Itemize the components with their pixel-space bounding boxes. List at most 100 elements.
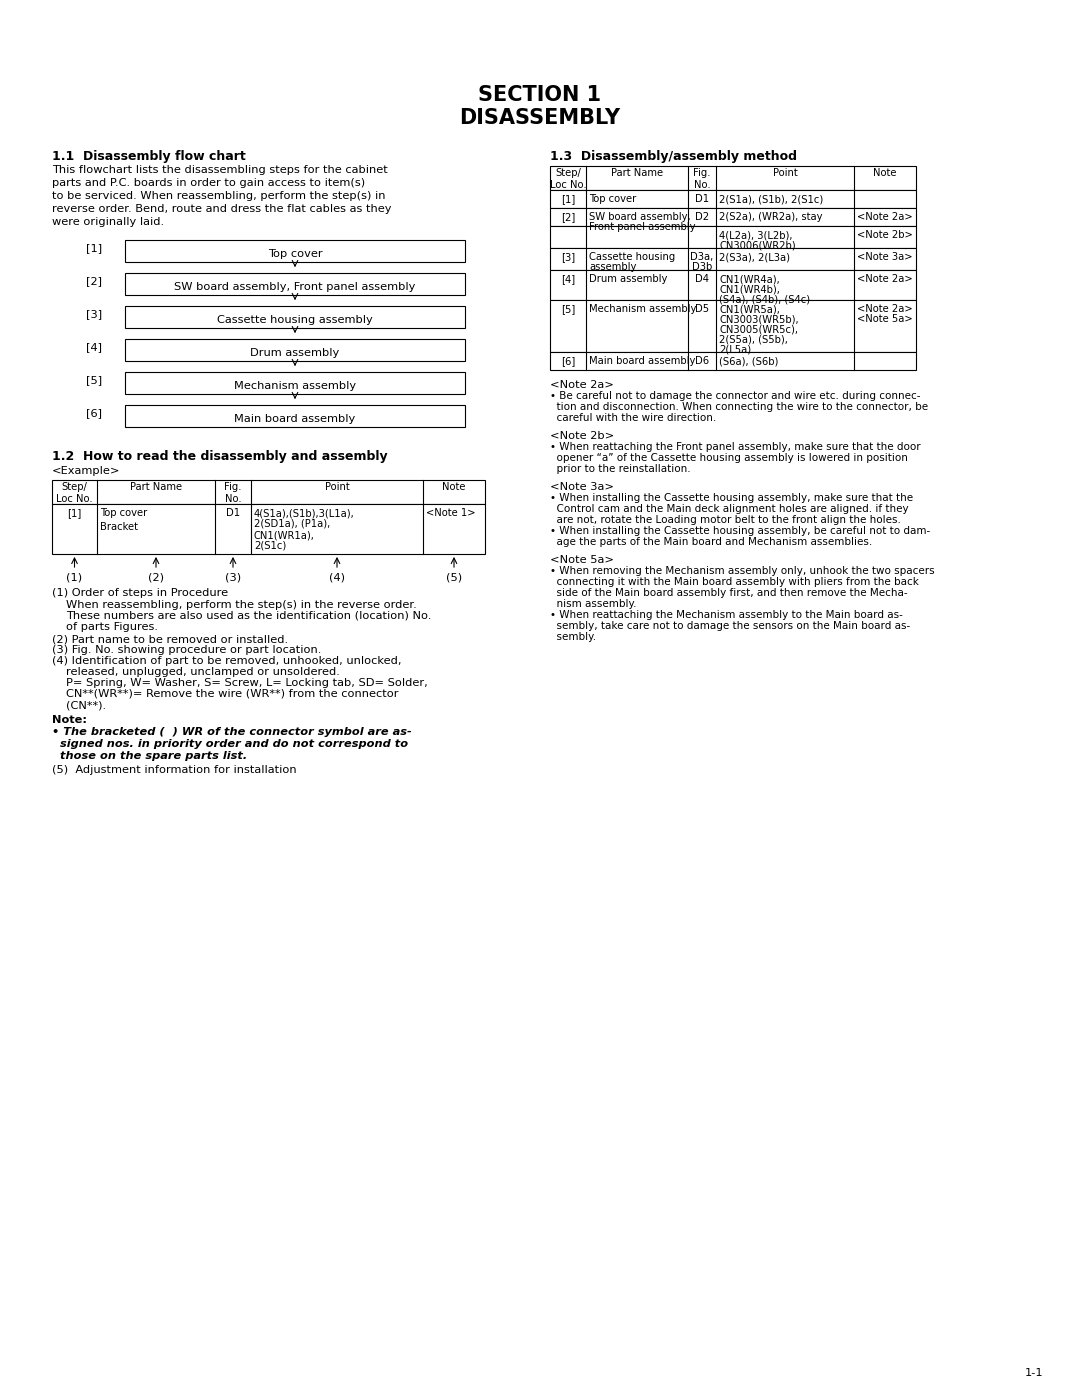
Bar xyxy=(550,249,916,270)
Text: • When reattaching the Mechanism assembly to the Main board as-: • When reattaching the Mechanism assembl… xyxy=(550,610,903,620)
Text: 1.3  Disassembly/assembly method: 1.3 Disassembly/assembly method xyxy=(550,149,797,163)
Text: Top cover: Top cover xyxy=(589,194,636,204)
Text: [1]: [1] xyxy=(561,194,576,204)
Text: <Note 2b>: <Note 2b> xyxy=(550,432,615,441)
Text: are not, rotate the Loading motor belt to the front align the holes.: are not, rotate the Loading motor belt t… xyxy=(550,515,901,525)
Text: DISASSEMBLY: DISASSEMBLY xyxy=(459,108,621,129)
Text: (S6a), (S6b): (S6a), (S6b) xyxy=(719,356,779,366)
Text: (4): (4) xyxy=(329,573,345,583)
Text: connecting it with the Main board assembly with pliers from the back: connecting it with the Main board assemb… xyxy=(550,577,919,587)
Text: D1: D1 xyxy=(226,509,240,518)
Text: Main board assembly: Main board assembly xyxy=(589,356,696,366)
Text: (2): (2) xyxy=(148,573,164,583)
Text: age the parts of the Main board and Mechanism assemblies.: age the parts of the Main board and Mech… xyxy=(550,536,873,548)
Text: Note:: Note: xyxy=(52,715,87,725)
Text: • When installing the Cassette housing assembly, make sure that the: • When installing the Cassette housing a… xyxy=(550,493,913,503)
Text: • When reattaching the Front panel assembly, make sure that the door: • When reattaching the Front panel assem… xyxy=(550,441,920,453)
Text: P= Spring, W= Washer, S= Screw, L= Locking tab, SD= Solder,: P= Spring, W= Washer, S= Screw, L= Locki… xyxy=(66,678,428,687)
Text: 1.2  How to read the disassembly and assembly: 1.2 How to read the disassembly and asse… xyxy=(52,450,388,462)
Text: D5: D5 xyxy=(694,305,710,314)
Text: [4]: [4] xyxy=(86,342,102,352)
Text: D4: D4 xyxy=(696,274,708,284)
Text: [2]: [2] xyxy=(561,212,576,222)
Text: <Note 3a>: <Note 3a> xyxy=(858,251,913,263)
Text: <Note 2a>: <Note 2a> xyxy=(858,212,913,222)
Text: 2(S1c): 2(S1c) xyxy=(254,541,286,550)
Text: These numbers are also used as the identification (location) No.: These numbers are also used as the ident… xyxy=(66,610,431,622)
Text: Step/
Loc No.: Step/ Loc No. xyxy=(550,168,586,190)
Bar xyxy=(550,352,916,370)
Text: (CN**).: (CN**). xyxy=(66,700,106,710)
Text: SW board assembly,: SW board assembly, xyxy=(589,212,690,222)
Text: Main board assembly: Main board assembly xyxy=(234,414,355,425)
Text: [6]: [6] xyxy=(561,356,576,366)
Text: Note: Note xyxy=(442,482,465,492)
Text: <Note 1>: <Note 1> xyxy=(426,509,475,518)
Bar xyxy=(52,504,485,555)
Text: 2(L5a): 2(L5a) xyxy=(719,344,751,353)
Text: Fig.
No.: Fig. No. xyxy=(225,482,242,503)
Text: Mechanism assembly: Mechanism assembly xyxy=(589,305,697,314)
Text: careful with the wire direction.: careful with the wire direction. xyxy=(550,414,716,423)
Text: CN1(WR1a),: CN1(WR1a), xyxy=(254,529,315,541)
Text: Part Name: Part Name xyxy=(130,482,183,492)
Bar xyxy=(125,372,465,394)
Text: (S4a), (S4b), (S4c): (S4a), (S4b), (S4c) xyxy=(719,293,810,305)
Text: [5]: [5] xyxy=(561,305,576,314)
Bar xyxy=(125,339,465,360)
Text: to be serviced. When reassembling, perform the step(s) in: to be serviced. When reassembling, perfo… xyxy=(52,191,386,201)
Bar xyxy=(125,240,465,263)
Text: <Note 2a>: <Note 2a> xyxy=(858,305,913,314)
Text: [1]: [1] xyxy=(67,509,82,518)
Text: those on the spare parts list.: those on the spare parts list. xyxy=(52,752,247,761)
Text: [2]: [2] xyxy=(86,277,102,286)
Text: 2(S2a), (WR2a), stay: 2(S2a), (WR2a), stay xyxy=(719,212,823,222)
Bar xyxy=(550,300,916,352)
Text: [1]: [1] xyxy=(86,243,102,253)
Text: <Note 3a>: <Note 3a> xyxy=(550,482,615,492)
Text: • When removing the Mechanism assembly only, unhook the two spacers: • When removing the Mechanism assembly o… xyxy=(550,566,934,576)
Text: SW board assembly, Front panel assembly: SW board assembly, Front panel assembly xyxy=(174,282,416,292)
Text: (1): (1) xyxy=(67,573,82,583)
Text: nism assembly.: nism assembly. xyxy=(550,599,636,609)
Text: CN1(WR5a),: CN1(WR5a), xyxy=(719,305,780,314)
Text: • Be careful not to damage the connector and wire etc. during connec-: • Be careful not to damage the connector… xyxy=(550,391,920,401)
Text: (3): (3) xyxy=(225,573,241,583)
Text: Note: Note xyxy=(874,168,896,177)
Text: D1: D1 xyxy=(694,194,710,204)
Text: CN3006(WR2b): CN3006(WR2b) xyxy=(719,240,796,250)
Text: Front panel assembly: Front panel assembly xyxy=(589,222,696,232)
Text: Step/
Loc No.: Step/ Loc No. xyxy=(56,482,93,503)
Text: CN1(WR4b),: CN1(WR4b), xyxy=(719,284,780,293)
Text: <Note 2a>: <Note 2a> xyxy=(550,380,613,390)
Text: <Note 5a>: <Note 5a> xyxy=(550,555,615,564)
Text: 4(L2a), 3(L2b),: 4(L2a), 3(L2b), xyxy=(719,231,793,240)
Text: (1) Order of steps in Procedure: (1) Order of steps in Procedure xyxy=(52,588,228,598)
Text: (5)  Adjustment information for installation: (5) Adjustment information for installat… xyxy=(52,766,297,775)
Text: Bracket: Bracket xyxy=(100,522,138,532)
Text: Cassette housing: Cassette housing xyxy=(589,251,675,263)
Text: D2: D2 xyxy=(694,212,710,222)
Text: [3]: [3] xyxy=(561,251,575,263)
Text: sembly, take care not to damage the sensors on the Main board as-: sembly, take care not to damage the sens… xyxy=(550,622,910,631)
Text: CN3005(WR5c),: CN3005(WR5c), xyxy=(719,324,798,334)
Text: 2(SD1a), (P1a),: 2(SD1a), (P1a), xyxy=(254,520,330,529)
Text: (2) Part name to be removed or installed.: (2) Part name to be removed or installed… xyxy=(52,634,288,644)
Text: [6]: [6] xyxy=(86,408,102,418)
Text: When reassembling, perform the step(s) in the reverse order.: When reassembling, perform the step(s) i… xyxy=(66,599,417,610)
Text: signed nos. in priority order and do not correspond to: signed nos. in priority order and do not… xyxy=(52,739,408,749)
Text: • The bracketed (  ) WR of the connector symbol are as-: • The bracketed ( ) WR of the connector … xyxy=(52,726,411,738)
Text: opener “a” of the Cassette housing assembly is lowered in position: opener “a” of the Cassette housing assem… xyxy=(550,453,908,462)
Text: 1-1: 1-1 xyxy=(1025,1368,1043,1377)
Text: 4(S1a),(S1b),3(L1a),: 4(S1a),(S1b),3(L1a), xyxy=(254,509,354,518)
Bar xyxy=(125,272,465,295)
Text: (3) Fig. No. showing procedure or part location.: (3) Fig. No. showing procedure or part l… xyxy=(52,645,322,655)
Text: This flowchart lists the disassembling steps for the cabinet: This flowchart lists the disassembling s… xyxy=(52,165,388,175)
Text: Point: Point xyxy=(772,168,797,177)
Text: <Note 2a>: <Note 2a> xyxy=(858,274,913,284)
Text: Cassette housing assembly: Cassette housing assembly xyxy=(217,314,373,326)
Text: Point: Point xyxy=(325,482,349,492)
Text: <Note 2b>: <Note 2b> xyxy=(858,231,913,240)
Text: 2(S1a), (S1b), 2(S1c): 2(S1a), (S1b), 2(S1c) xyxy=(719,194,823,204)
Text: assembly: assembly xyxy=(589,263,636,272)
